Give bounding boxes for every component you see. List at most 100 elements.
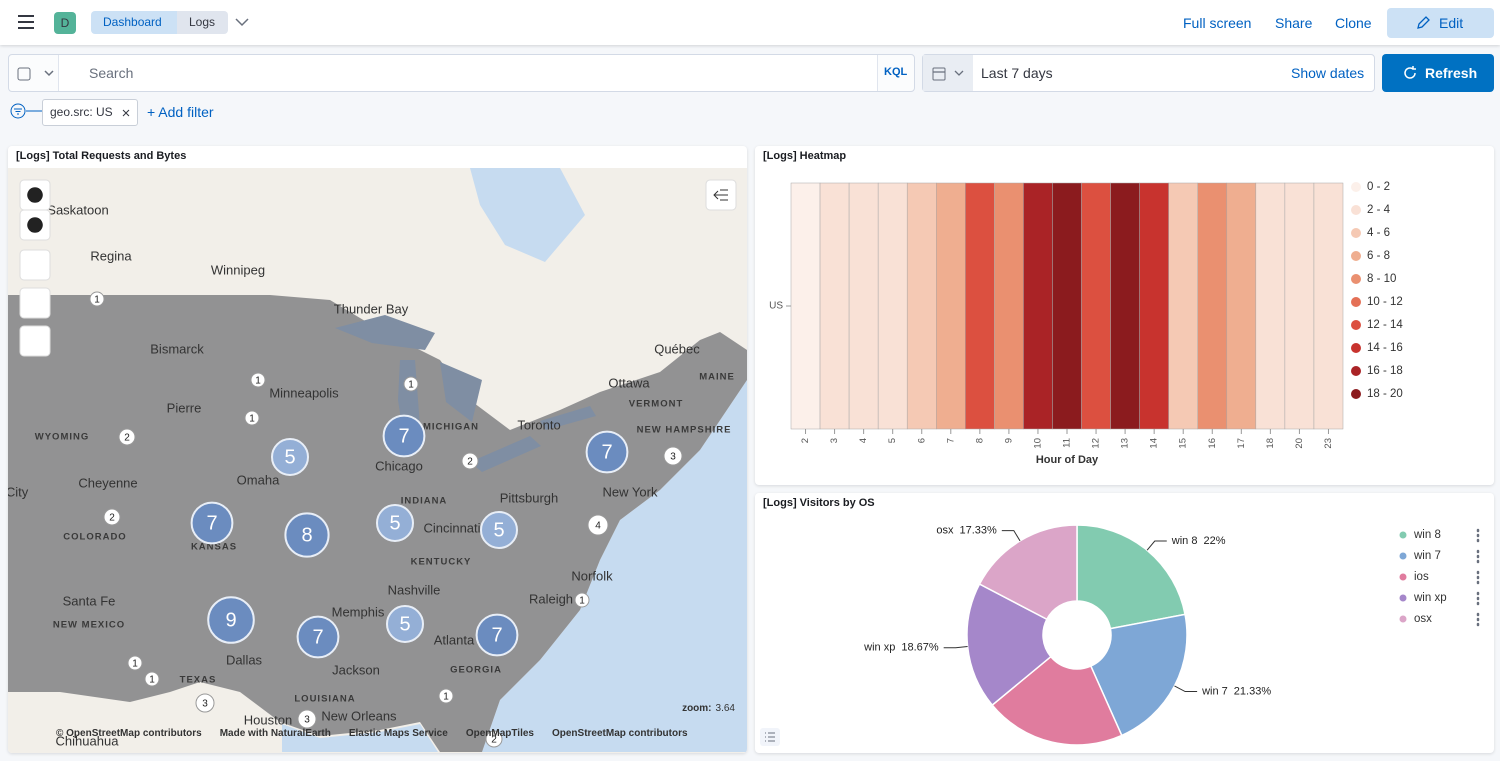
legend-label: 16 - 18 xyxy=(1367,365,1403,377)
x-tick-label: 9 xyxy=(1003,438,1014,443)
cluster-count: 5 xyxy=(389,512,400,534)
full-screen-link[interactable]: Full screen xyxy=(1183,15,1252,31)
refresh-icon xyxy=(1404,66,1416,79)
legend-swatch xyxy=(1351,274,1361,284)
remove-filter[interactable] xyxy=(122,109,130,117)
clone-link[interactable]: Clone xyxy=(1335,15,1372,31)
filter-menu[interactable] xyxy=(10,103,42,119)
pencil-icon xyxy=(1417,16,1430,29)
pie-chart: win 8 22% win 7 21.33% win xp 18.67% osx 17.33%… xyxy=(760,524,1480,746)
place-label: Nashville xyxy=(388,582,441,597)
region-label: KANSAS xyxy=(191,542,237,553)
saved-query-button[interactable] xyxy=(17,66,59,82)
legend-label[interactable]: win xp xyxy=(1413,592,1447,604)
kql-button[interactable]: KQL xyxy=(884,66,908,78)
legend-label[interactable]: win 7 xyxy=(1413,550,1441,562)
place-label: Atlanta xyxy=(434,632,475,647)
legend-swatch xyxy=(1351,205,1361,215)
heat-cell xyxy=(994,182,1024,430)
legend-label[interactable]: win 8 xyxy=(1413,529,1441,541)
map-control[interactable] xyxy=(19,249,51,281)
attribution-link[interactable]: OpenMapTiles xyxy=(466,728,535,739)
x-tick-label: 14 xyxy=(1149,438,1160,449)
legend-swatch xyxy=(1399,552,1407,560)
edit-button[interactable]: Edit xyxy=(1387,8,1494,38)
map-control[interactable] xyxy=(19,287,51,319)
lake xyxy=(470,436,541,472)
time-range[interactable]: Last 7 days xyxy=(981,65,1053,81)
place-label: Dallas xyxy=(226,652,263,667)
cluster-count: 2 xyxy=(109,513,115,524)
slice-label: win xp 18.67% xyxy=(863,642,939,654)
heat-cell xyxy=(1168,182,1198,430)
edit-label: Edit xyxy=(1439,15,1464,31)
heat-cell xyxy=(1110,182,1140,430)
slice-percent: 18.67% xyxy=(901,642,939,654)
place-label: Jackson xyxy=(332,662,380,677)
cluster xyxy=(376,504,414,542)
place-label: City xyxy=(8,484,29,499)
calendar-icon xyxy=(932,67,964,81)
search-input[interactable]: Search xyxy=(58,55,878,91)
slice-percent: 17.33% xyxy=(959,525,997,537)
chevron[interactable] xyxy=(235,17,249,27)
search-placeholder: Search xyxy=(89,65,134,81)
cluster-count: 7 xyxy=(206,512,217,534)
slice-label: osx 17.33% xyxy=(936,525,997,537)
legend-swatch xyxy=(1351,366,1361,376)
pie-slice xyxy=(966,583,1052,707)
place-label: Winnipeg xyxy=(211,262,265,277)
slice-label: win 7 21.33% xyxy=(1201,685,1271,697)
legend-label: 14 - 16 xyxy=(1367,342,1403,354)
heat-cell xyxy=(819,182,850,430)
attribution-link[interactable]: Made with NaturalEarth xyxy=(220,728,331,739)
map[interactable]: Saskatoon Regina Winnipeg Thunder Bay Bismar… xyxy=(8,168,747,753)
filter-pill[interactable]: geo.src: US xyxy=(42,99,138,126)
date-quick-menu[interactable] xyxy=(923,55,973,91)
filter-label: geo.src: US xyxy=(50,105,113,119)
cluster xyxy=(89,291,105,307)
legend-swatch xyxy=(1351,297,1361,307)
x-tick-label: 20 xyxy=(1294,438,1305,449)
legend-swatch xyxy=(1399,573,1407,581)
attribution-link[interactable]: © OpenStreetMap contributors xyxy=(56,728,202,739)
menu-button[interactable] xyxy=(18,15,36,29)
legend-label[interactable]: ios xyxy=(1414,571,1429,583)
legend-label[interactable]: osx xyxy=(1414,613,1432,625)
date-picker: Last 7 days Show dates xyxy=(922,54,1375,92)
heatmap-panel: [Logs] Heatmap US 2 3 4 5 6 7 8 9 10 11 12 13 14 15 16 1… xyxy=(755,146,1494,485)
cluster-count: 7 xyxy=(398,425,409,447)
place-label: Bismarck xyxy=(150,341,204,356)
add-filter[interactable]: + Add filter xyxy=(147,104,214,120)
breadcrumb[interactable]: Dashboard xyxy=(91,11,177,34)
heat-cell xyxy=(1197,182,1228,430)
slice-name: win 7 xyxy=(1201,685,1228,697)
heat-cell xyxy=(1052,182,1082,430)
heat-cell xyxy=(848,182,879,430)
x-tick-label: 17 xyxy=(1236,438,1247,449)
x-tick-label: 10 xyxy=(1032,438,1043,449)
cluster-count: 8 xyxy=(301,524,312,546)
avatar[interactable]: D xyxy=(54,12,76,34)
share-link[interactable]: Share xyxy=(1275,15,1313,31)
map-control[interactable] xyxy=(19,325,51,357)
place-label: Minneapolis xyxy=(269,385,339,400)
attribution-link[interactable]: OpenStreetMap contributors xyxy=(552,728,688,739)
attribution-link[interactable]: Elastic Maps Service xyxy=(349,728,448,739)
place-label: New York xyxy=(603,484,658,499)
cluster-count: 1 xyxy=(132,659,138,670)
label-leader xyxy=(1146,540,1167,551)
cluster xyxy=(118,428,136,446)
cluster-count: 3 xyxy=(304,715,310,726)
legend-label: 4 - 6 xyxy=(1367,227,1390,239)
heat-cell xyxy=(906,182,937,430)
refresh-button[interactable]: Refresh xyxy=(1382,54,1494,92)
cluster-count: 1 xyxy=(579,596,585,607)
legend-swatch xyxy=(1399,594,1407,602)
map-panel: [Logs] Total Requests and Bytes Saskatoo… xyxy=(8,146,747,753)
x-tick-label: 12 xyxy=(1091,438,1102,449)
cluster xyxy=(475,613,519,657)
heat-cell xyxy=(1081,182,1111,430)
legend-swatch xyxy=(1351,228,1361,238)
show-dates-link[interactable]: Show dates xyxy=(1291,65,1365,81)
